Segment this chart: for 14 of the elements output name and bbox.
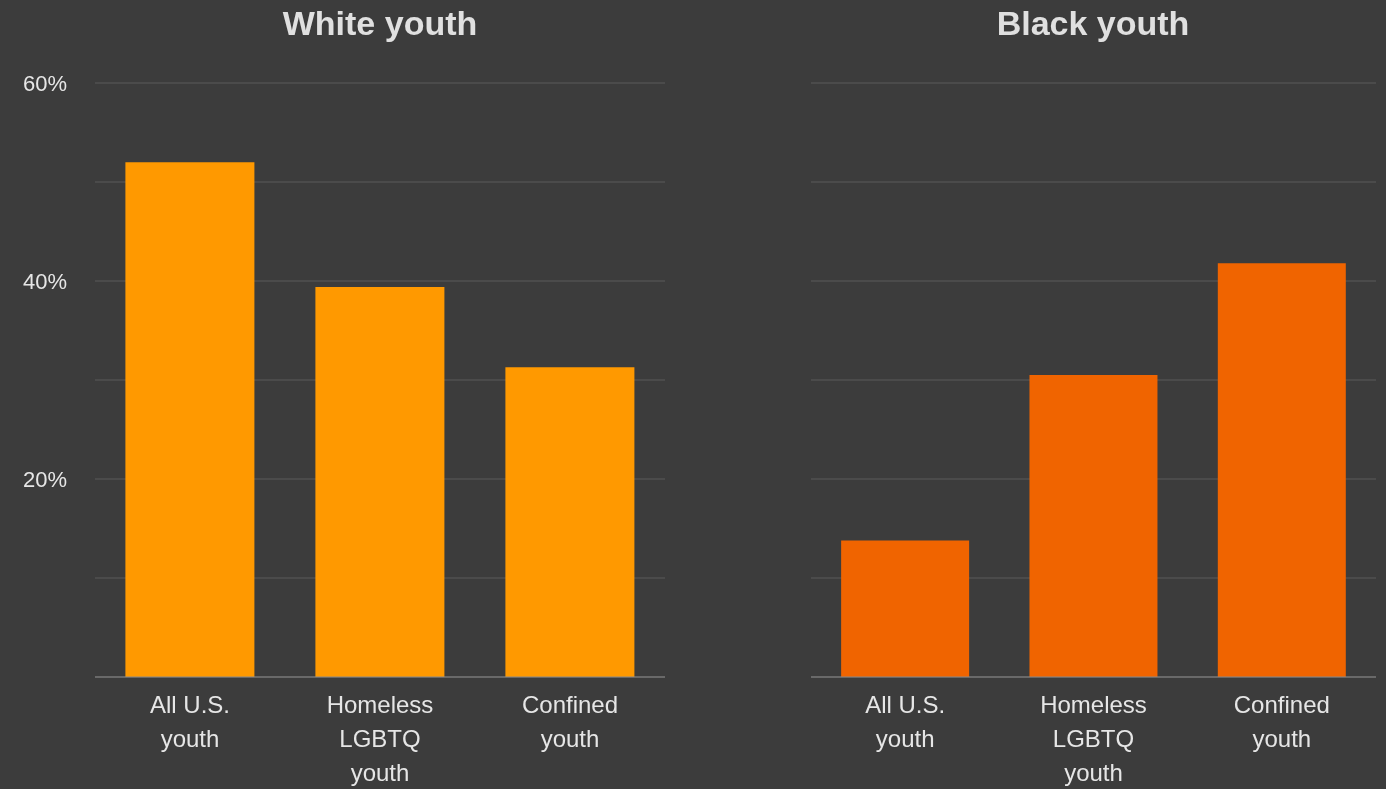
x-tick-label: Homeless LGBTQ youth — [1040, 691, 1147, 786]
bar — [505, 367, 635, 677]
bar — [315, 286, 445, 677]
y-tick-label: 40% — [22, 269, 67, 294]
chart-title: Black youth — [995, 4, 1191, 43]
x-tick-label: Confined youth — [1233, 691, 1330, 752]
chart-title: White youth — [281, 4, 479, 43]
bar — [125, 162, 255, 677]
y-tick-label: 20% — [22, 467, 67, 492]
y-tick-label: 60% — [22, 71, 67, 96]
x-tick-label: Confined youth — [521, 691, 619, 752]
x-tick-label: All U.S. youth — [865, 691, 946, 752]
x-tick-label: Homeless LGBTQ youth — [326, 691, 434, 786]
x-tick-label: All U.S. youth — [149, 691, 231, 752]
